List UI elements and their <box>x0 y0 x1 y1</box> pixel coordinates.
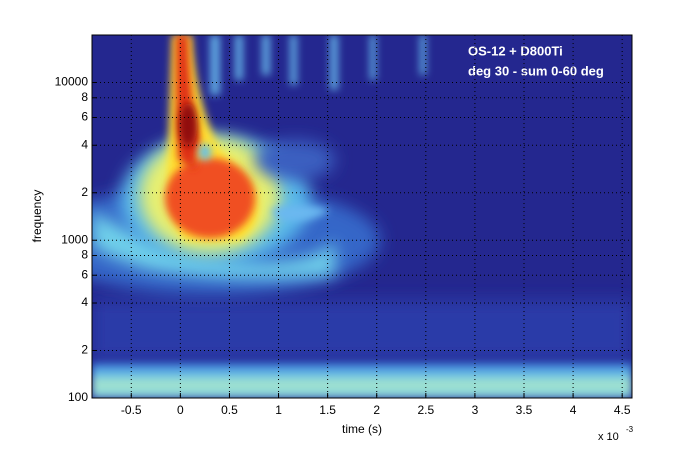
annotation: OS-12 + D800Ti <box>468 43 563 58</box>
x-multiplier: x 10 <box>598 431 619 443</box>
x-tick-label: 2.5 <box>417 403 434 417</box>
annotation: deg 30 - sum 0-60 deg <box>468 63 604 78</box>
x-tick-label: 4.5 <box>614 403 631 417</box>
y-tick-label: 2 <box>81 185 88 199</box>
y-tick-label: 6 <box>81 267 88 281</box>
y-tick-label: 1000 <box>61 232 88 246</box>
x-tick-label: 1.5 <box>319 403 336 417</box>
x-tick-label: 4 <box>570 403 577 417</box>
x-axis-label: time (s) <box>342 422 382 436</box>
y-tick-label: 4 <box>81 137 88 151</box>
y-tick-label: 8 <box>81 90 88 104</box>
heatmap <box>92 35 632 398</box>
y-tick-label: 6 <box>81 110 88 124</box>
x-tick-label: -0.5 <box>121 403 142 417</box>
y-axis-label: frequency <box>30 190 44 243</box>
y-tick-label: 2 <box>81 343 88 357</box>
x-tick-label: 0.5 <box>221 403 238 417</box>
y-tick-label: 4 <box>81 295 88 309</box>
x-tick-label: 3 <box>472 403 479 417</box>
y-tick-label: 100 <box>68 390 88 404</box>
x-multiplier-exponent: -3 <box>626 425 634 434</box>
x-tick-label: 0 <box>177 403 184 417</box>
x-tick-label: 3.5 <box>516 403 533 417</box>
x-tick-label: 1 <box>275 403 282 417</box>
y-tick-label: 8 <box>81 248 88 262</box>
y-tick-label: 10000 <box>55 75 89 89</box>
x-tick-label: 2 <box>373 403 380 417</box>
plot-frame <box>91 34 633 399</box>
